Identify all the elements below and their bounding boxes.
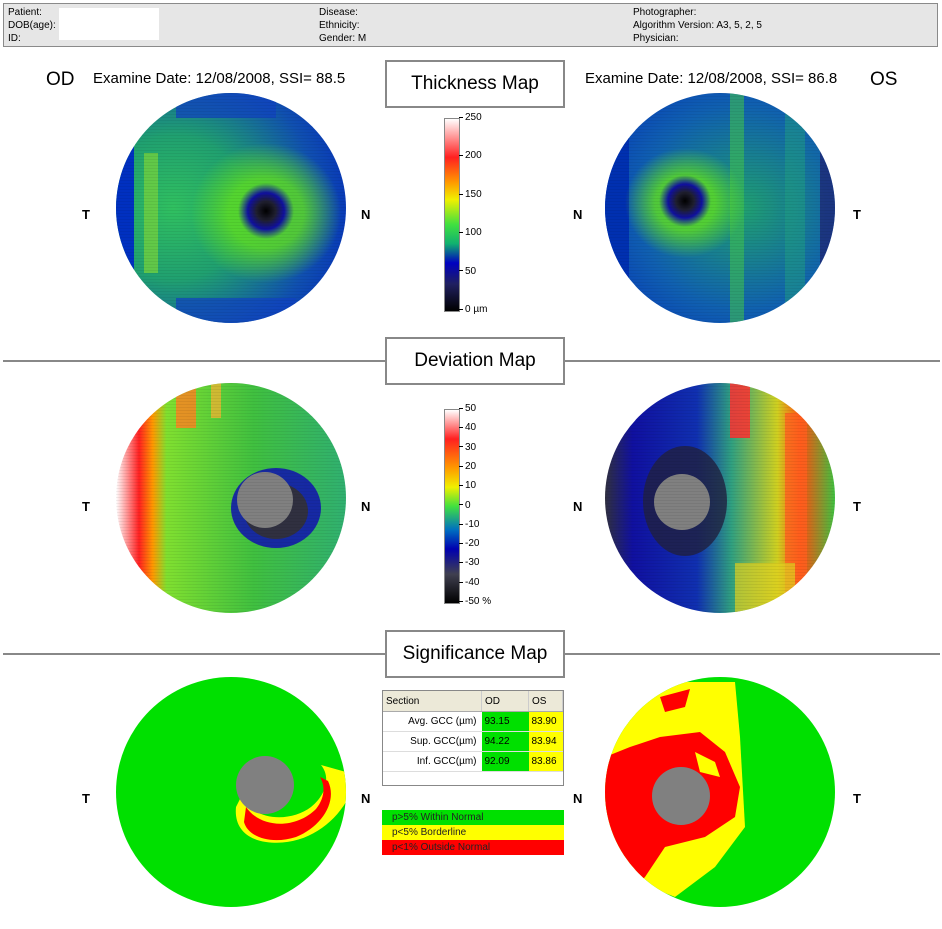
algorithm-label: Algorithm Version: A3, 5, 2, 5 [633, 20, 762, 31]
od-nasal-label: N [361, 207, 371, 222]
deviation-scale-tick: -50 % [459, 596, 491, 607]
patient-label: Patient: [8, 7, 42, 18]
divider [565, 653, 940, 655]
optic-disc [236, 756, 294, 814]
os-deviation-map [605, 383, 835, 613]
photographer-label: Photographer: [633, 7, 697, 18]
patient-info-header: Patient: DOB(age): ID: Disease: Ethnicit… [3, 3, 938, 47]
od-exam-date: Examine Date: 12/08/2008, SSI= 88.5 [93, 70, 346, 87]
os-nasal-label: N [573, 207, 583, 222]
redacted-field [59, 8, 159, 40]
gender-label: Gender: M [319, 33, 367, 44]
deviation-scale-tick: -40 [459, 577, 479, 588]
gcc-od-value: 92.09 [481, 751, 529, 772]
thickness-scale-tick: 250 [459, 112, 482, 123]
thickness-map-title: Thickness Map [385, 60, 565, 108]
gcc-header-od: OD [481, 691, 529, 712]
thickness-color-scale [444, 118, 460, 312]
gcc-table: Section OD OS Avg. GCC (µm) 93.15 83.90 … [382, 690, 564, 786]
significance-map-title: Significance Map [385, 630, 565, 678]
os-temporal-label: T [853, 207, 861, 222]
deviation-scale-tick: -30 [459, 557, 479, 568]
id-label: ID: [8, 33, 21, 44]
header-col-patient: Patient: DOB(age): ID: [8, 6, 56, 45]
legend-borderline: p<5% Borderline [382, 825, 564, 840]
deviation-scale-tick: 30 [459, 442, 476, 453]
gcc-os-value: 83.90 [528, 711, 563, 732]
gcc-section-name: Sup. GCC(µm) [383, 731, 482, 752]
gcc-section-name: Inf. GCC(µm) [383, 751, 482, 772]
divider [3, 360, 385, 362]
od-temporal-label: T [82, 499, 90, 514]
deviation-color-scale [444, 409, 460, 604]
od-nasal-label: N [361, 499, 371, 514]
gcc-od-value: 93.15 [481, 711, 529, 732]
legend-within-normal: p>5% Within Normal [382, 810, 564, 825]
header-col-disease: Disease: Ethnicity: Gender: M [319, 6, 366, 45]
thickness-scale-tick: 0 µm [459, 304, 487, 315]
table-row: Sup. GCC(µm) 94.22 83.94 [383, 731, 563, 752]
od-deviation-map [116, 383, 346, 613]
optic-disc [652, 767, 710, 825]
divider [565, 360, 940, 362]
os-thickness-map [605, 93, 835, 323]
gcc-os-value: 83.86 [528, 751, 563, 772]
gcc-header-section: Section [383, 691, 482, 712]
os-temporal-label: T [853, 499, 861, 514]
os-exam-date: Examine Date: 12/08/2008, SSI= 86.8 [585, 70, 838, 87]
od-eye-label: OD [46, 69, 75, 90]
header-col-photographer: Photographer: Algorithm Version: A3, 5, … [633, 6, 762, 45]
deviation-map-title: Deviation Map [385, 337, 565, 385]
disease-label: Disease: [319, 7, 358, 18]
gcc-header-os: OS [528, 691, 563, 712]
deviation-scale-tick: 10 [459, 480, 476, 491]
physician-label: Physician: [633, 33, 679, 44]
gcc-os-value: 83.94 [528, 731, 563, 752]
deviation-scale-tick: 40 [459, 422, 476, 433]
legend-outside-normal: p<1% Outside Normal [382, 840, 564, 855]
os-eye-label: OS [870, 69, 898, 90]
od-nasal-label: N [361, 791, 371, 806]
os-significance-map [605, 677, 835, 907]
divider [3, 653, 385, 655]
dob-label: DOB(age): [8, 20, 56, 31]
gcc-od-value: 94.22 [481, 731, 529, 752]
gcc-section-name: Avg. GCC (µm) [383, 711, 482, 732]
od-temporal-label: T [82, 207, 90, 222]
thickness-scale-tick: 150 [459, 189, 482, 200]
os-nasal-label: N [573, 499, 583, 514]
os-nasal-label: N [573, 791, 583, 806]
deviation-scale-tick: -20 [459, 538, 479, 549]
deviation-scale-tick: 50 [459, 403, 476, 414]
os-temporal-label: T [853, 791, 861, 806]
thickness-scale-tick: 50 [459, 266, 476, 277]
thickness-scale-tick: 100 [459, 227, 482, 238]
table-row: Avg. GCC (µm) 93.15 83.90 [383, 711, 563, 732]
deviation-scale-tick: 20 [459, 461, 476, 472]
od-significance-map [116, 677, 346, 907]
od-thickness-map [116, 93, 346, 323]
thickness-scale-tick: 200 [459, 150, 482, 161]
od-temporal-label: T [82, 791, 90, 806]
deviation-scale-tick: 0 [459, 500, 471, 511]
table-row: Inf. GCC(µm) 92.09 83.86 [383, 751, 563, 772]
ethnicity-label: Ethnicity: [319, 20, 360, 31]
deviation-scale-tick: -10 [459, 519, 479, 530]
